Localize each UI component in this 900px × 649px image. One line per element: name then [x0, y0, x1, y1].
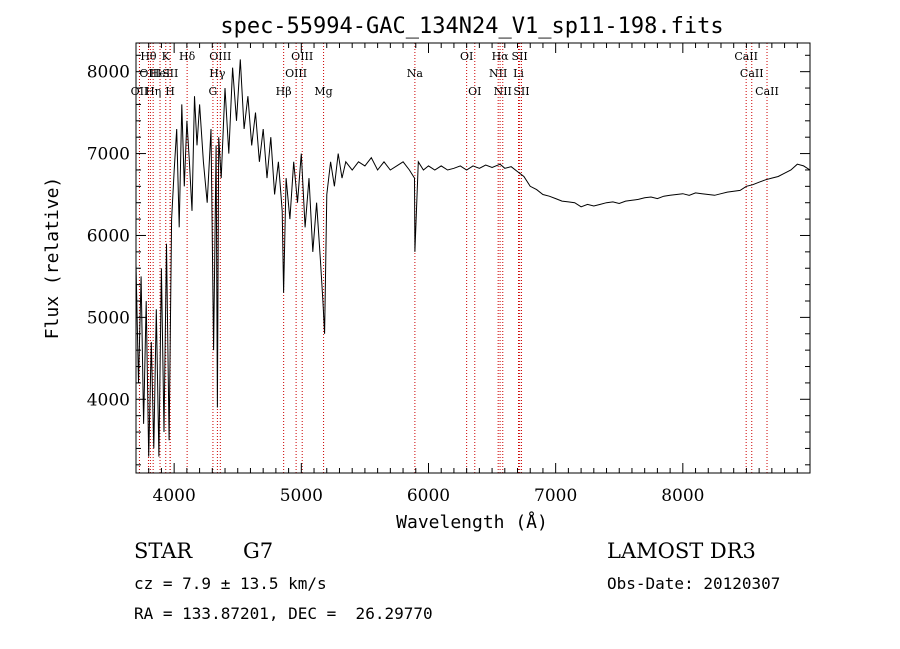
spectrum-line — [135, 59, 811, 457]
y-tick-label: 8000 — [87, 63, 130, 83]
radec-text: RA = 133.87201, DEC = 26.29770 — [134, 604, 433, 623]
y-axis-label: Flux (relative) — [42, 177, 63, 340]
y-axis: 4000 5000 6000 7000 8000 — [87, 54, 810, 466]
line-label: OIII — [209, 50, 231, 63]
y-tick-label: 4000 — [87, 390, 130, 410]
x-axis-label: Wavelength (Å) — [396, 511, 548, 533]
x-tick-label: 6000 — [407, 486, 450, 506]
line-label: Hα — [492, 50, 510, 63]
spectrum-series — [135, 59, 811, 457]
object-class: STAR — [134, 539, 193, 563]
line-label: Li — [513, 67, 524, 80]
line-label: NII — [489, 67, 507, 80]
line-label: K — [162, 50, 171, 63]
line-label: OIII — [139, 67, 161, 80]
line-label: G — [209, 85, 218, 98]
chart-title: spec-55994-GAC_134N24_V1_sp11-198.fits — [220, 14, 723, 39]
line-label: OI — [468, 85, 481, 98]
line-label: OIII — [291, 50, 313, 63]
y-tick-label: 7000 — [87, 145, 130, 165]
line-label: H — [165, 85, 175, 98]
plot-frame — [135, 42, 811, 474]
y-tick-label: 5000 — [87, 308, 130, 328]
line-label: OI — [460, 50, 473, 63]
line-label: Hη — [145, 85, 161, 98]
line-label: Hγ — [209, 67, 226, 80]
line-label: CaII — [755, 85, 779, 98]
y-tick-label: 6000 — [87, 226, 130, 246]
x-tick-label: 8000 — [661, 486, 704, 506]
line-label: SII — [513, 85, 529, 98]
line-label: Hβ — [276, 85, 292, 98]
line-label: Hδ — [179, 50, 196, 63]
line-label: HeI — [150, 67, 170, 80]
obs-date-text: Obs-Date: 20120307 — [607, 574, 781, 593]
object-subclass: G7 — [243, 539, 274, 563]
line-label: CaII — [740, 67, 764, 80]
line-label: OIII — [285, 67, 307, 80]
line-label: CaII — [734, 50, 758, 63]
line-label: Mg — [314, 85, 332, 98]
x-tick-label: 5000 — [280, 486, 323, 506]
x-tick-label: 4000 — [153, 486, 196, 506]
x-tick-label: 7000 — [534, 486, 577, 506]
line-label: OII — [131, 85, 149, 98]
survey-name: LAMOST DR3 — [607, 539, 756, 563]
x-axis: 4000 5000 6000 7000 8000 — [148, 43, 798, 506]
line-label: NII — [494, 85, 512, 98]
redshift-text: cz = 7.9 ± 13.5 km/s — [134, 574, 327, 593]
line-label: Na — [407, 67, 424, 80]
line-label: SII — [512, 50, 528, 63]
line-label: Hθ — [140, 50, 157, 63]
emission-line-markers — [138, 43, 768, 473]
line-label: SII — [162, 67, 178, 80]
